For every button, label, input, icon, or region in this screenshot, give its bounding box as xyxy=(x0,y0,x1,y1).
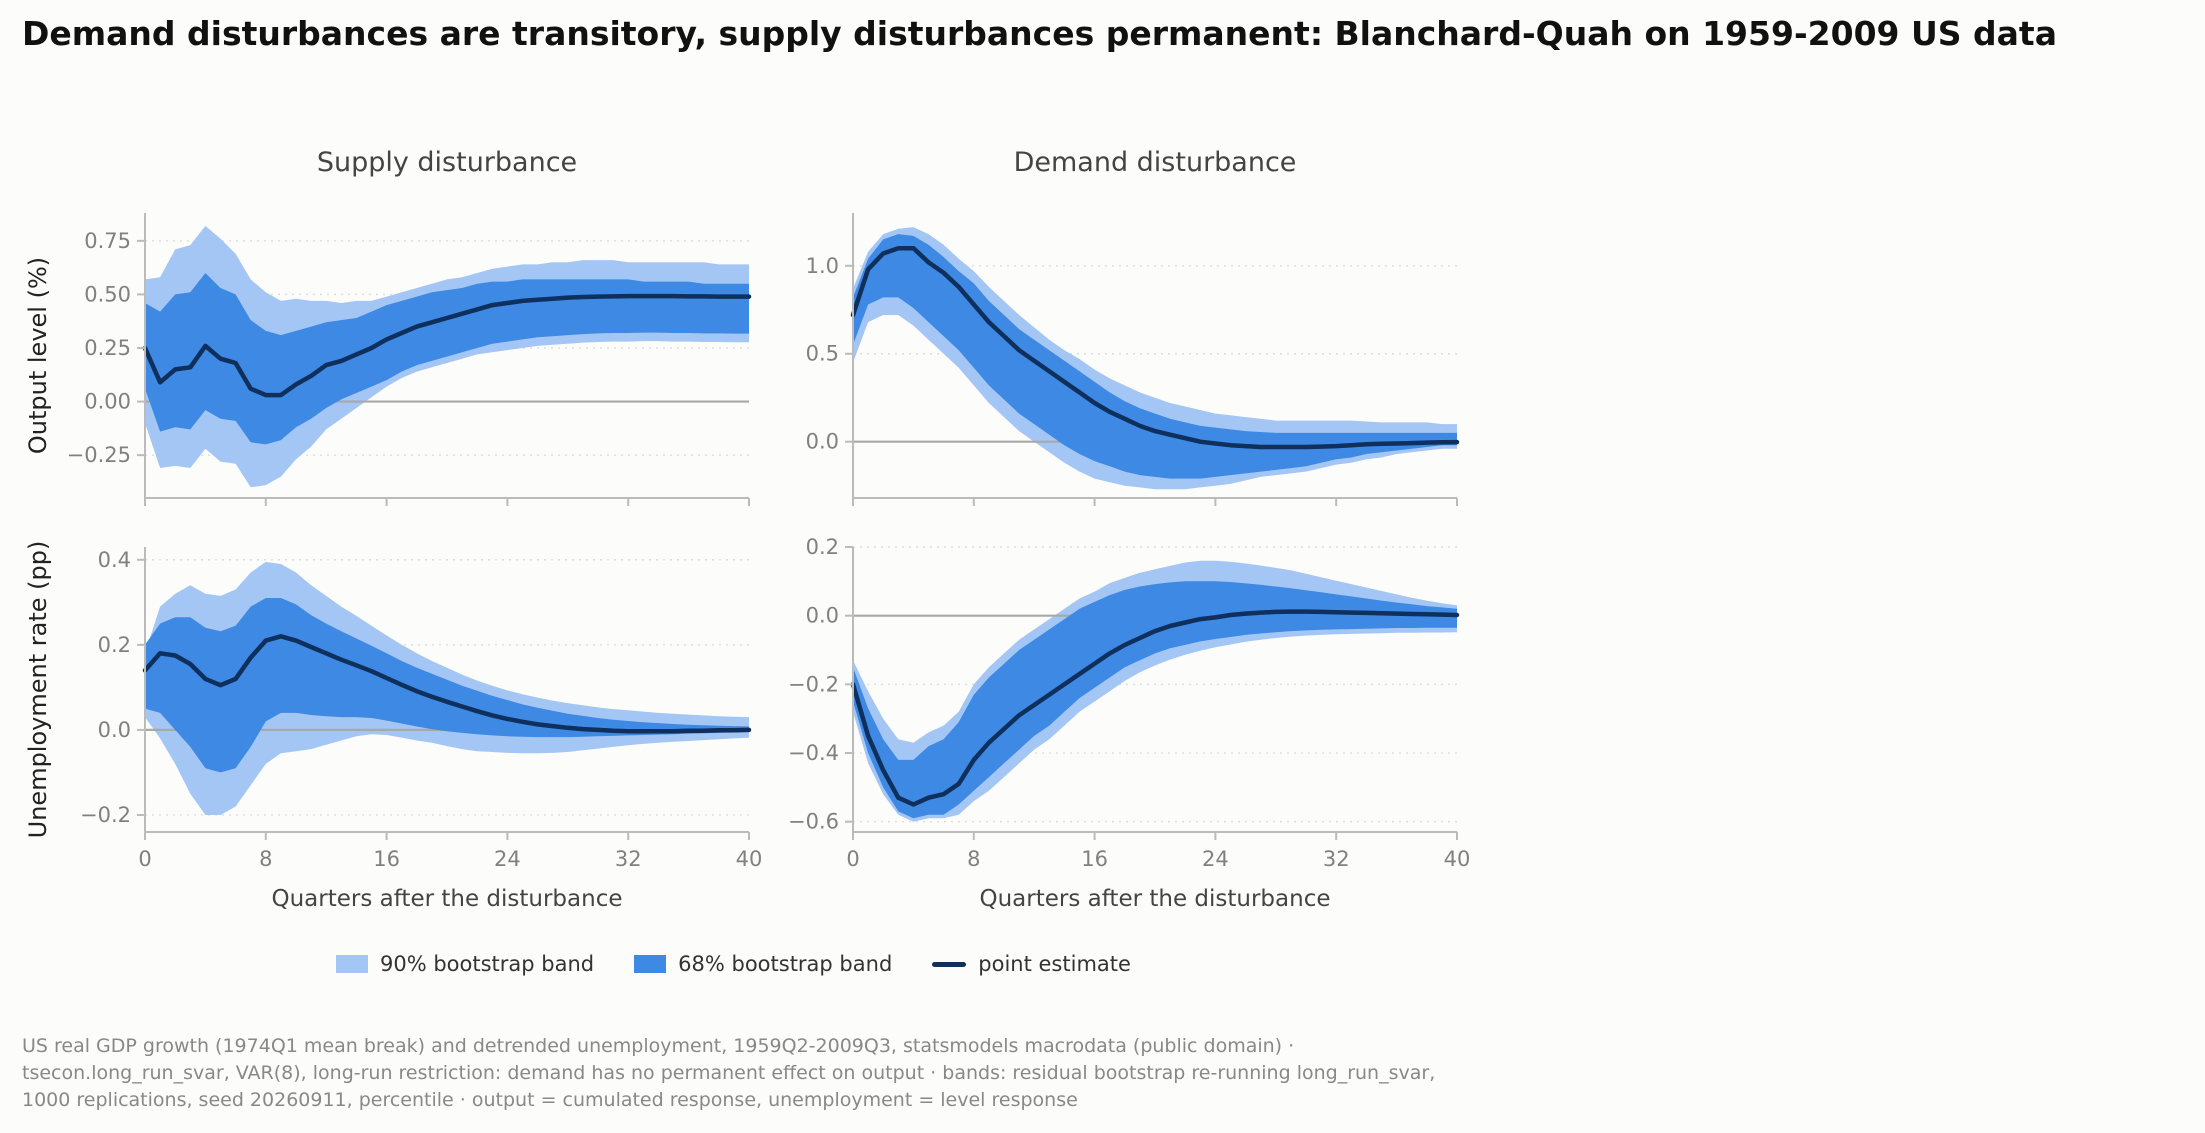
x-tick-label: 8 xyxy=(967,847,980,871)
legend-swatch-band90 xyxy=(336,955,368,973)
x-tick-label: 16 xyxy=(373,847,400,871)
y-tick-label: 0.00 xyxy=(84,390,131,414)
x-tick-label: 8 xyxy=(259,847,272,871)
y-axis-label: Output level (%) xyxy=(24,257,52,454)
y-tick-label: 0.0 xyxy=(98,718,131,742)
point-estimate-line xyxy=(142,634,752,734)
x-tick-label: 16 xyxy=(1081,847,1108,871)
x-axis-label: Quarters after the disturbance xyxy=(979,886,1330,912)
y-tick-label: 0.4 xyxy=(98,548,131,572)
y-tick-label: 0.5 xyxy=(806,342,839,366)
band-90 xyxy=(853,227,1457,490)
y-tick-label: 0.2 xyxy=(98,633,131,657)
y-tick-label: −0.2 xyxy=(788,672,839,696)
x-axis-label: Quarters after the disturbance xyxy=(271,886,622,912)
point-estimate-line xyxy=(850,245,1460,450)
y-tick-label: 0.50 xyxy=(84,282,131,306)
panel-3: −0.2 0.0 0.2 0.4 0 8 16 24 32 40 Unemployment rate… xyxy=(24,541,762,912)
x-tick-label: 0 xyxy=(138,847,151,871)
legend-label-band68: 68% bootstrap band xyxy=(678,952,893,976)
panel-title: Demand disturbance xyxy=(1014,147,1297,178)
legend-label-point: point estimate xyxy=(978,952,1131,976)
legend-swatch-band68 xyxy=(634,955,667,973)
legend-item-band68: 68% bootstrap band xyxy=(634,952,892,976)
point-estimate-line xyxy=(850,609,1460,807)
band-68 xyxy=(853,581,1457,819)
y-tick-label: 1.0 xyxy=(806,254,839,278)
point-estimate-line xyxy=(142,293,752,398)
legend: 90% bootstrap band 68% bootstrap band po… xyxy=(336,952,1171,976)
panel-4: −0.6 −0.4 −0.2 0.0 0.2 0 8 16 24 32 40 Quarters aft… xyxy=(788,535,1470,912)
panel-2: 0.0 0.5 1.0 Demand disturbance xyxy=(806,147,1460,506)
legend-label-band90: 90% bootstrap band xyxy=(380,952,595,976)
x-tick-label: 0 xyxy=(846,847,859,871)
footnote: US real GDP growth (1974Q1 mean break) a… xyxy=(22,1035,1436,1111)
x-tick-label: 24 xyxy=(1202,847,1229,871)
y-tick-label: −0.4 xyxy=(788,741,839,765)
legend-item-point: point estimate xyxy=(932,952,1131,976)
panel-title: Supply disturbance xyxy=(317,147,577,178)
y-tick-label: −0.25 xyxy=(67,443,131,467)
y-tick-label: −0.6 xyxy=(788,810,839,834)
y-tick-label: 0.25 xyxy=(84,336,131,360)
y-axis-label: Unemployment rate (pp) xyxy=(24,541,52,839)
legend-item-band90: 90% bootstrap band xyxy=(336,952,594,976)
x-tick-label: 32 xyxy=(615,847,642,871)
legend-swatch-point xyxy=(932,961,967,967)
x-tick-label: 32 xyxy=(1323,847,1350,871)
y-tick-label: 0.0 xyxy=(806,604,839,628)
x-tick-label: 40 xyxy=(736,847,763,871)
band-68 xyxy=(145,273,749,445)
y-tick-label: 0.75 xyxy=(84,229,131,253)
y-tick-label: −0.2 xyxy=(80,803,131,827)
x-tick-label: 24 xyxy=(494,847,521,871)
y-tick-label: 0.2 xyxy=(806,535,839,559)
x-tick-label: 40 xyxy=(1444,847,1471,871)
y-tick-label: 0.0 xyxy=(806,430,839,454)
panel-1: −0.25 0.00 0.25 0.50 0.75 Supply disturbance O… xyxy=(24,147,752,506)
chart-title: Demand disturbances are transitory, supp… xyxy=(22,14,2057,53)
